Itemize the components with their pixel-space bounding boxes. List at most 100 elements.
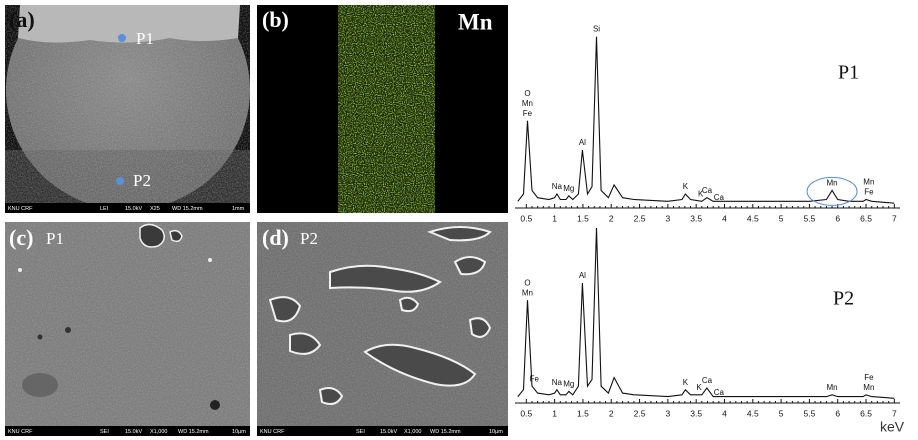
info-text: SEI: [100, 429, 109, 435]
x-tick-label: 5: [779, 213, 784, 223]
panel-label: (c): [9, 225, 33, 250]
panel-label: (a): [9, 7, 35, 32]
peak-label: Fe: [530, 374, 540, 383]
x-tick-label: 2: [609, 213, 614, 223]
peak-label: Ca: [702, 376, 713, 385]
highlight-circle: [806, 176, 858, 206]
grain: [268, 296, 302, 323]
info-text: KNU CRF: [8, 429, 33, 435]
info-text: 15.0kV: [125, 206, 142, 212]
x-tick-label: 7: [892, 213, 897, 223]
patch: [22, 373, 58, 397]
x-tick-label: 6: [835, 408, 840, 418]
panel-b: (b) Mn: [257, 5, 508, 213]
peak-label: Fe: [523, 109, 533, 118]
particle: [18, 268, 22, 272]
info-text: 15.0kV: [380, 429, 397, 435]
particle: [208, 258, 212, 262]
peak-label: Al: [579, 138, 586, 147]
x-tick-label: 5: [779, 408, 784, 418]
x-tick-label: 4.5: [747, 213, 759, 223]
chart-title: P2: [833, 288, 854, 310]
info-texts: KNU CRF LEI 15.0kV X25 WD 15.2mm 1mm KNU…: [8, 206, 503, 435]
peak-label: O: [524, 89, 530, 98]
info-text: 10μm: [232, 429, 246, 435]
point-marker: [116, 177, 124, 185]
grain: [453, 256, 487, 276]
point-label: P1: [46, 229, 64, 248]
x-tick-label: 1: [552, 213, 557, 223]
info-bar: [5, 203, 250, 213]
pore: [210, 400, 220, 410]
spectrum-line: [517, 227, 895, 399]
peak-label: Mg: [563, 184, 574, 193]
panel-a: (a) P1 P2: [5, 5, 250, 213]
grain: [329, 264, 442, 293]
map-dots: [338, 5, 435, 213]
peak-label: K: [698, 189, 704, 198]
x-tick-label: 5.5: [803, 408, 815, 418]
x-tick-label: 3: [666, 213, 671, 223]
pore: [139, 223, 183, 248]
x-tick-label: 2.5: [634, 408, 646, 418]
x-tick-label: 6.5: [860, 213, 872, 223]
info-text: LEI: [100, 206, 109, 212]
x-tick-label: 3: [666, 408, 671, 418]
x-tick-label: 2.5: [634, 213, 646, 223]
peak-label: Mn: [826, 383, 837, 392]
peak-label: Al: [579, 271, 586, 280]
peak-label: Ca: [702, 186, 713, 195]
x-tick-label: 4: [722, 213, 727, 223]
x-tick-label: 1.5: [577, 213, 589, 223]
peak-label: Fe: [864, 373, 874, 382]
pore: [65, 327, 71, 333]
info-text: 10μm: [489, 429, 503, 435]
info-text: KNU CRF: [260, 429, 285, 435]
x-tick-label: 1: [552, 408, 557, 418]
x-tick-label: 7: [892, 408, 897, 418]
x-tick-label: 3.5: [690, 408, 702, 418]
peak-label: K: [696, 383, 702, 392]
chart-title: P1: [838, 62, 859, 84]
info-text: X1,000: [404, 429, 421, 435]
panel-label: (d): [262, 225, 289, 250]
x-tick-label: 0.5: [520, 213, 532, 223]
info-text: WD 15.2mm: [178, 429, 209, 435]
info-text: 15.0kV: [125, 429, 142, 435]
spectrum-line: [517, 36, 895, 204]
panel-d: (d) P2: [257, 222, 508, 436]
info-text: X25: [150, 206, 160, 212]
peak-label: Fe: [864, 188, 874, 197]
x-tick-label: 4: [722, 408, 727, 418]
peak-label: Mn: [863, 178, 874, 187]
info-bar: [257, 426, 508, 436]
texture: [257, 222, 508, 426]
info-text: WD 15.2mm: [172, 206, 203, 212]
x-axis-label: keV: [880, 419, 905, 435]
x-tick-label: 5.5: [803, 213, 815, 223]
info-text: SEI: [356, 429, 365, 435]
peak-label: Ca: [714, 193, 725, 202]
peak-label: Na: [552, 378, 563, 387]
element-label: Mn: [458, 9, 493, 34]
x-tick-label: 1.5: [577, 408, 589, 418]
x-tick-label: 6: [835, 213, 840, 223]
x-tick-label: 4.5: [747, 408, 759, 418]
info-text: WD 15.2mm: [430, 429, 461, 435]
grain: [398, 296, 420, 313]
peak-label: K: [683, 182, 689, 191]
panel-label: (b): [262, 7, 289, 32]
grain: [468, 317, 492, 338]
point-label: P1: [136, 29, 154, 48]
grain: [289, 332, 322, 355]
info-text: X1,000: [150, 429, 167, 435]
point-marker: [118, 34, 126, 42]
peak-label: Mn: [522, 99, 533, 108]
peak-label: Na: [552, 182, 563, 191]
grain: [427, 226, 492, 242]
peak-label: Si: [593, 25, 600, 34]
peak-label: Ca: [714, 388, 725, 397]
info-text: KNU CRF: [8, 206, 33, 212]
pore: [37, 334, 43, 340]
